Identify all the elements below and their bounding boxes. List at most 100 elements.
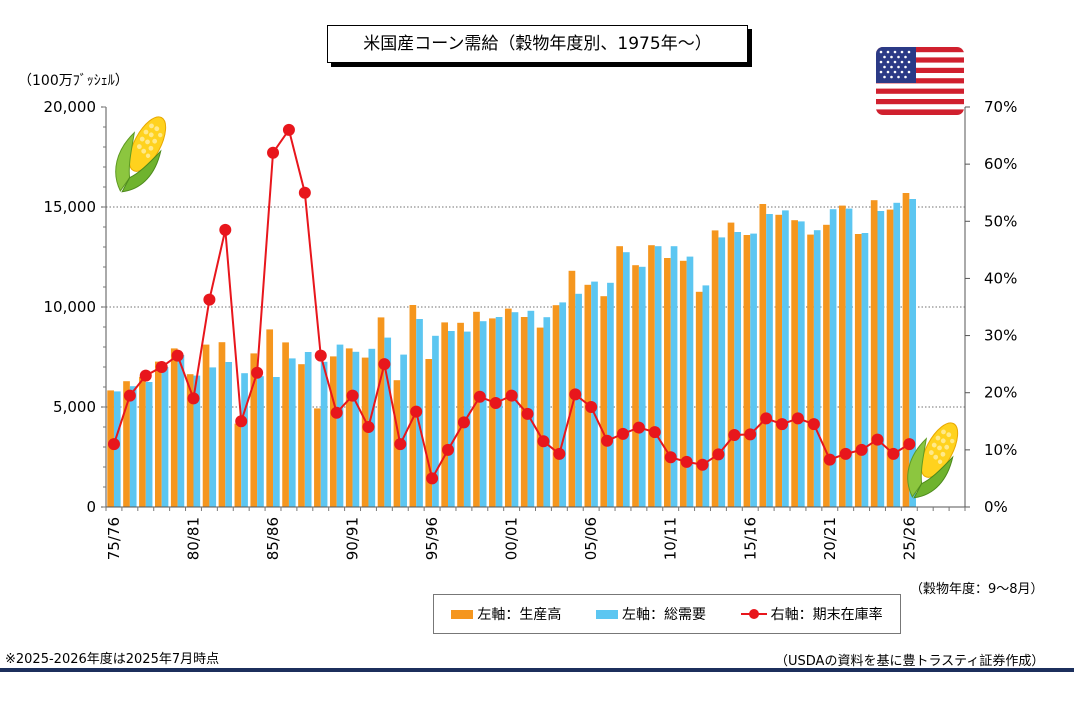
stock-ratio-point — [314, 349, 327, 362]
x-tick-label: 00/01 — [503, 517, 521, 560]
legend-item-stock-ratio: 右軸：期末在庫率 — [740, 604, 883, 624]
stock-ratio-point — [616, 427, 629, 440]
demand-bar — [893, 202, 901, 508]
stock-ratio-point — [473, 390, 486, 403]
stock-ratio-point — [203, 293, 216, 306]
production-bar — [839, 205, 846, 507]
stock-ratio-point — [569, 388, 582, 401]
production-bar — [807, 234, 814, 507]
production-bar — [425, 359, 433, 507]
demand-bar — [161, 367, 169, 507]
stock-ratio-point — [505, 389, 518, 402]
stock-ratio-point — [823, 453, 836, 466]
demand-bar — [575, 293, 582, 507]
production-bar — [441, 322, 449, 507]
stock-ratio-point — [123, 389, 136, 402]
production-bar — [552, 305, 560, 507]
demand-bar — [766, 214, 773, 507]
x-tick-label: 85/86 — [264, 517, 282, 560]
demand-bar — [638, 266, 646, 507]
production-bar — [791, 220, 798, 507]
fiscal-year-note: （穀物年度：9～8月） — [910, 582, 1044, 597]
production-bar — [568, 270, 576, 507]
legend-label-stock-ratio: 右軸：期末在庫率 — [770, 607, 883, 623]
x-tick-label: 90/91 — [344, 517, 362, 560]
production-swatch — [451, 609, 474, 619]
demand-bar — [384, 337, 392, 507]
production-bar — [902, 193, 910, 507]
stock-ratio-point — [139, 369, 152, 382]
production-bar — [616, 246, 623, 507]
legend-item-production: 左軸：生産高 — [451, 604, 561, 624]
stock-ratio-point — [696, 458, 709, 471]
demand-bar — [145, 382, 153, 507]
stock-ratio-point — [394, 438, 407, 451]
demand-bar — [734, 232, 742, 507]
stock-ratio-point — [553, 447, 566, 460]
stock-ratio-point — [791, 412, 804, 425]
demand-bar — [479, 321, 487, 507]
demand-bar — [177, 355, 185, 507]
bottom-rule — [0, 668, 1074, 672]
production-bar — [664, 258, 671, 507]
stock-ratio-point — [855, 443, 868, 456]
demand-bar — [336, 344, 344, 507]
production-bar — [282, 342, 289, 507]
production-bar — [202, 344, 210, 507]
corn-icon — [115, 116, 167, 193]
production-bar — [345, 348, 353, 507]
x-tick-label: 75/76 — [105, 517, 123, 560]
demand-bar — [320, 361, 328, 507]
chart-title: 米国産コーン需給（穀物年度別、1975年～） — [327, 25, 748, 63]
stock-ratio-point — [489, 397, 502, 409]
x-tick-label: 95/96 — [423, 517, 441, 560]
production-bar — [854, 234, 862, 507]
right-tick-label: 50% — [984, 212, 1017, 230]
production-bar — [250, 353, 258, 507]
demand-bar — [129, 386, 137, 507]
demand-bar — [782, 210, 789, 507]
demand-bar — [559, 302, 567, 507]
stock-ratio-point — [251, 366, 264, 379]
us-flag-icon — [876, 47, 964, 115]
demand-bar — [193, 375, 201, 507]
production-bar — [139, 376, 146, 507]
production-bar — [457, 322, 464, 507]
left-tick-label: 10,000 — [44, 298, 97, 316]
demand-bar — [304, 352, 312, 507]
x-tick-label: 20/21 — [821, 517, 839, 560]
stock-ratio-point — [298, 186, 311, 199]
production-bar — [504, 308, 512, 507]
stock-ratio-point — [903, 438, 916, 451]
legend-label-production: 左軸：生産高 — [477, 607, 562, 623]
footnote-left: ※2025-2026年度は2025年7月時点 — [5, 652, 220, 667]
stock-ratio-point — [107, 438, 120, 451]
right-tick-label: 40% — [984, 269, 1017, 287]
x-tick-label: 25/26 — [900, 517, 918, 560]
demand-bar — [432, 335, 439, 507]
demand-bar — [288, 358, 296, 507]
demand-bar — [909, 199, 917, 507]
demand-bar — [845, 208, 853, 507]
demand-bar — [273, 377, 280, 507]
stock-ratio-point — [346, 389, 359, 402]
production-bar — [584, 284, 592, 507]
stock-ratio-point — [601, 434, 614, 447]
production-bar — [679, 260, 687, 507]
right-tick-label: 30% — [984, 327, 1017, 345]
stock-ratio-point — [712, 448, 725, 461]
production-bar — [870, 200, 878, 507]
demand-bar — [797, 221, 805, 507]
stock-ratio-point — [632, 421, 645, 434]
stock-ratio-point — [807, 418, 820, 431]
production-bar — [186, 374, 194, 507]
stock-ratio-point — [871, 433, 884, 446]
stock-ratio-point — [680, 455, 693, 468]
demand-bar — [654, 246, 662, 507]
stock-ratio-point — [410, 405, 423, 418]
production-bar — [170, 348, 178, 507]
production-bar — [695, 291, 703, 507]
demand-bar — [209, 367, 217, 507]
production-bar — [377, 317, 385, 507]
production-bar — [489, 318, 496, 507]
